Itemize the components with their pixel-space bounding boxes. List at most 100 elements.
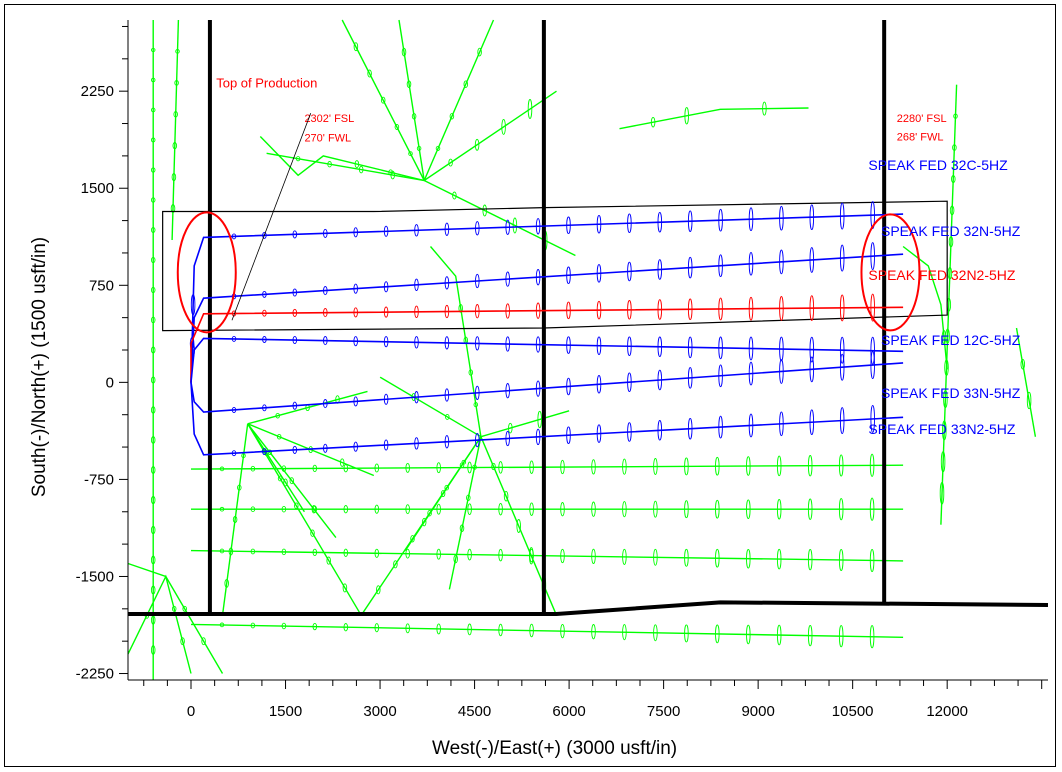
series-marker-8-0-8 bbox=[436, 548, 441, 560]
series-marker-8-0-15 bbox=[653, 548, 658, 566]
series-marker-31-0-18 bbox=[150, 555, 156, 565]
series-marker-9-0-15 bbox=[653, 624, 658, 642]
annotation-3: 2280' FSL bbox=[897, 113, 947, 125]
series-marker-34-0-5 bbox=[948, 236, 954, 248]
annotation-1: 2302' FSL bbox=[304, 113, 354, 125]
series-marker-5-2-16 bbox=[687, 417, 693, 440]
series-marker-0-2-10 bbox=[505, 219, 510, 235]
series-marker-4-2-2 bbox=[262, 404, 267, 412]
series-marker-2-2-22 bbox=[870, 293, 875, 322]
x-tick-label: 7500 bbox=[647, 703, 680, 720]
series-line-35 bbox=[619, 107, 809, 130]
series-marker-31-0-5 bbox=[150, 167, 156, 173]
well-label-1: SPEAK FED 32N-5HZ bbox=[881, 223, 1021, 239]
x-tick-label: 9000 bbox=[741, 703, 774, 720]
series-marker-13-0-4 bbox=[477, 47, 482, 57]
series-marker-7-0-2 bbox=[250, 506, 256, 513]
series-marker-4-2-7 bbox=[414, 391, 419, 404]
series-marker-20-0-4 bbox=[529, 547, 534, 565]
series-marker-10-1-1 bbox=[448, 158, 453, 167]
series-marker-15-0-3 bbox=[380, 96, 386, 104]
series-marker-22-0-1 bbox=[445, 413, 450, 420]
series-marker-12-0-3 bbox=[512, 217, 518, 234]
series-marker-4-2-20 bbox=[809, 356, 815, 383]
series-marker-34-0-12 bbox=[940, 451, 946, 473]
series-marker-3-2-11 bbox=[535, 336, 541, 353]
series-marker-2-2-3 bbox=[292, 308, 298, 317]
series-marker-34-0-11 bbox=[942, 420, 947, 441]
series-marker-3-2-20 bbox=[809, 336, 815, 363]
series-marker-6-0-8 bbox=[436, 462, 441, 474]
series-marker-9-0-1 bbox=[219, 622, 225, 628]
series-marker-0-2-6 bbox=[383, 225, 389, 237]
series-marker-7-0-6 bbox=[374, 504, 380, 514]
series-marker-18-0-3 bbox=[421, 517, 427, 527]
uncertainty-ellipses bbox=[176, 211, 921, 334]
series-marker-1-2-20 bbox=[809, 247, 815, 273]
series-marker-5-2-8 bbox=[444, 435, 450, 449]
series-marker-12-0-2 bbox=[482, 204, 487, 217]
annotations: Top of Production 2302' FSL 270' FWL 2280' … bbox=[216, 75, 1021, 437]
series-marker-30-1-2 bbox=[180, 637, 185, 646]
series-marker-0-2-17 bbox=[718, 208, 723, 232]
series-marker-6-0-18 bbox=[746, 456, 751, 476]
series-marker-25-0-2 bbox=[289, 477, 295, 485]
series-marker-11-0-1 bbox=[388, 169, 393, 176]
series-marker-31-0-9 bbox=[150, 286, 156, 294]
series-marker-21-0-4 bbox=[453, 554, 458, 564]
y-tick-label: 750 bbox=[89, 277, 114, 294]
series-marker-20-0-1 bbox=[491, 462, 496, 471]
series-marker-6-0-13 bbox=[591, 459, 596, 475]
series-marker-29-1-1 bbox=[182, 605, 187, 612]
series-marker-7-0-16 bbox=[684, 500, 689, 519]
series-marker-1-2-9 bbox=[475, 273, 480, 289]
series-marker-9-0-16 bbox=[684, 624, 689, 643]
series-marker-6-0-6 bbox=[374, 463, 380, 473]
series-marker-15-0-5 bbox=[353, 42, 359, 52]
series-marker-3-2-13 bbox=[596, 336, 602, 355]
series-marker-35-0-2 bbox=[684, 107, 689, 125]
series-marker-8-0-19 bbox=[776, 548, 782, 570]
series-marker-5-2-18 bbox=[748, 413, 754, 438]
series-marker-8-0-17 bbox=[715, 548, 720, 568]
series-marker-0-2-19 bbox=[779, 205, 784, 231]
series-marker-5-2-7 bbox=[414, 437, 419, 450]
series-marker-1-2-4 bbox=[323, 286, 328, 296]
series-marker-34-0-1 bbox=[953, 113, 958, 119]
series-line-26 bbox=[247, 423, 305, 513]
series-marker-18-0-2 bbox=[440, 490, 446, 498]
series-marker-4-2-3 bbox=[292, 401, 298, 410]
series-marker-21-0-2 bbox=[466, 494, 471, 501]
series-marker-3-2-3 bbox=[292, 335, 298, 345]
series-marker-24-0-4 bbox=[228, 547, 234, 556]
series-marker-6-0-7 bbox=[405, 462, 410, 473]
series-marker-12-0-1 bbox=[452, 191, 457, 200]
series-marker-4-2-16 bbox=[687, 367, 693, 389]
series-marker-1-2-14 bbox=[627, 261, 632, 282]
series-marker-7-0-10 bbox=[498, 502, 503, 516]
south-boundary bbox=[128, 600, 1049, 616]
series-marker-6-0-10 bbox=[498, 461, 503, 474]
series-marker-5-2-10 bbox=[505, 430, 510, 447]
series-marker-4-2-9 bbox=[475, 385, 480, 401]
series-marker-32-0-6 bbox=[170, 204, 176, 214]
series-marker-1-2-22 bbox=[870, 242, 875, 271]
heel-ellipse bbox=[176, 211, 237, 334]
series-marker-19-0-2 bbox=[537, 410, 542, 429]
series-marker-5-2-17 bbox=[718, 415, 723, 439]
series-marker-6-0-21 bbox=[838, 454, 844, 477]
series-marker-3-2-6 bbox=[383, 336, 389, 348]
series-marker-8-0-1 bbox=[219, 548, 225, 554]
series-marker-31-0-1 bbox=[150, 47, 156, 53]
series-marker-7-0-7 bbox=[405, 504, 410, 515]
series-marker-4-2-21 bbox=[839, 353, 845, 381]
series-marker-15-0-2 bbox=[394, 124, 400, 130]
series-marker-1-2-16 bbox=[687, 256, 693, 279]
series-marker-7-0-3 bbox=[281, 505, 287, 513]
series-marker-34-0-8 bbox=[945, 328, 950, 344]
series-marker-0-2-15 bbox=[657, 211, 663, 233]
series-marker-4-2-17 bbox=[718, 364, 723, 388]
series-line-8 bbox=[190, 549, 904, 562]
series-marker-31-0-2 bbox=[150, 77, 156, 83]
series-line-14 bbox=[398, 19, 425, 181]
